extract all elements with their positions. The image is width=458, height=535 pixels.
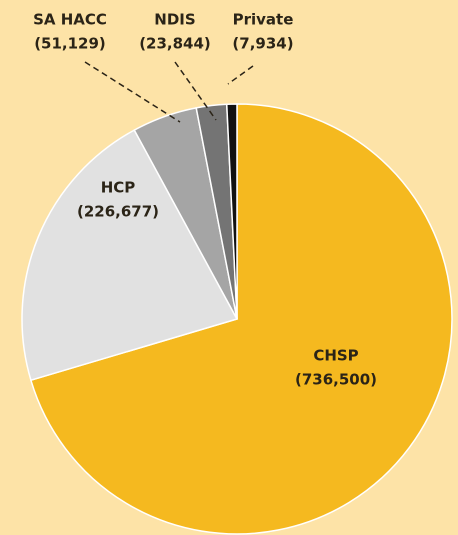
slice-label: HCP — [101, 179, 136, 197]
slice-label: SA HACC — [33, 11, 107, 29]
value-label: (23,844) — [139, 35, 211, 53]
value-label: (51,129) — [34, 35, 106, 53]
slice-label: NDIS — [154, 11, 195, 29]
slice-label: Private — [233, 11, 294, 29]
pie-slice — [29, 103, 453, 535]
pie-slice — [21, 129, 239, 382]
leader-line — [84, 61, 181, 123]
slice-label: CHSP — [313, 347, 358, 365]
value-label: (7,934) — [232, 35, 293, 53]
leader-line — [227, 65, 254, 85]
pie — [21, 103, 453, 535]
leader-line — [174, 61, 217, 121]
value-label: (736,500) — [295, 371, 377, 389]
value-label: (226,677) — [77, 203, 159, 221]
pie-slice — [225, 103, 238, 320]
